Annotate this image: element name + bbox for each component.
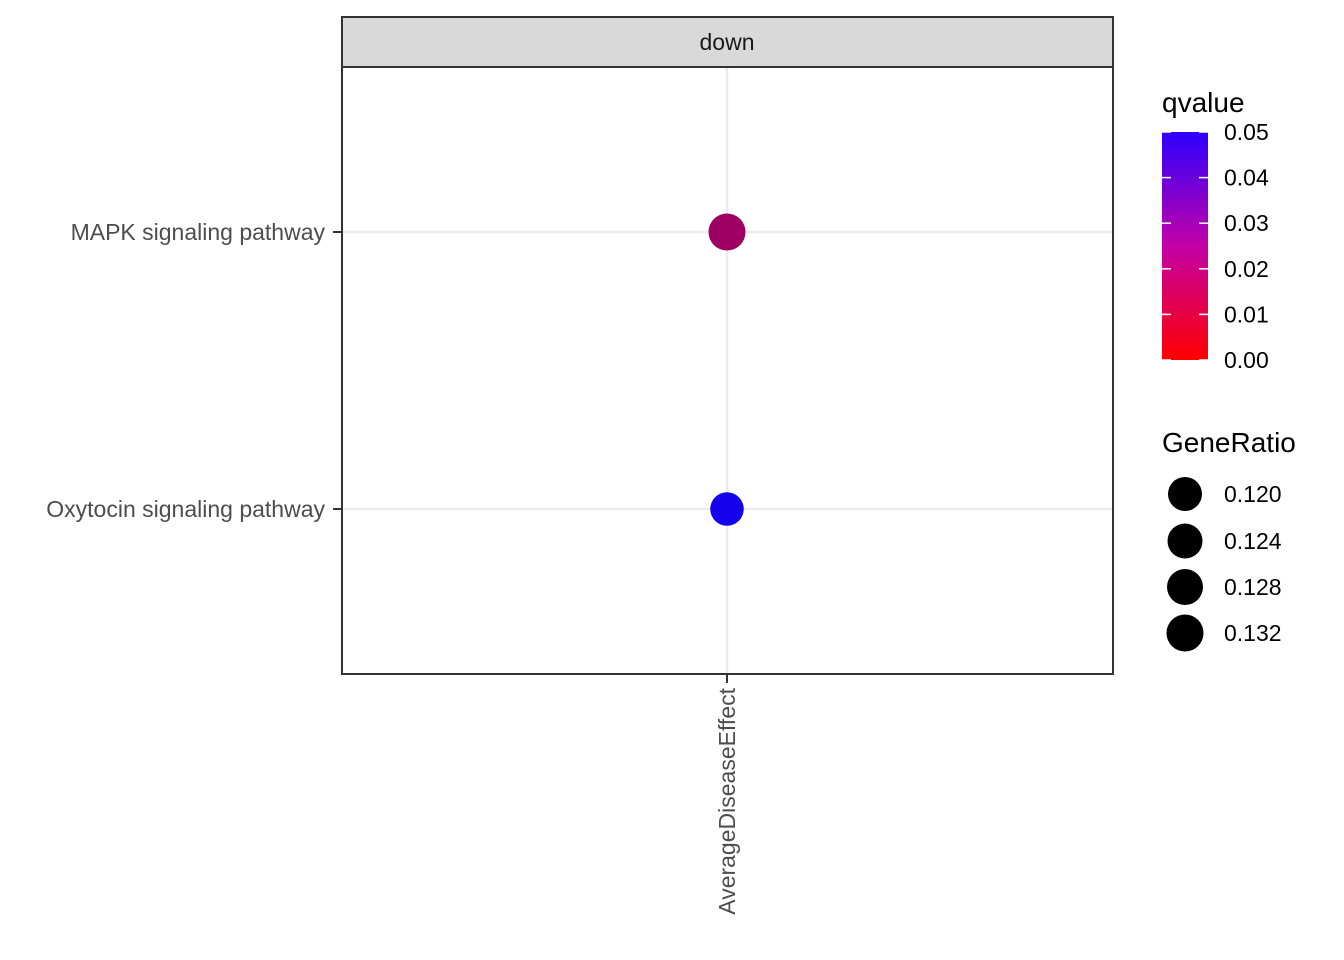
color-legend-label: 0.04 — [1224, 165, 1269, 191]
size-legend-key — [1167, 569, 1203, 605]
color-legend-label: 0.03 — [1224, 210, 1269, 236]
size-legend-title: GeneRatio — [1162, 427, 1296, 458]
y-axis: MAPK signaling pathway Oxytocin signaling… — [46, 219, 342, 522]
size-legend-label: 0.120 — [1224, 481, 1282, 507]
color-legend-bar — [1162, 132, 1208, 360]
size-legend-key — [1167, 523, 1203, 559]
color-legend: qvalue 0.05 0.04 0.03 0.02 0.01 0.00 — [1162, 87, 1269, 373]
color-legend-label: 0.01 — [1224, 301, 1269, 327]
y-tick-label: MAPK signaling pathway — [71, 219, 326, 245]
facet-strip: down — [341, 16, 1114, 68]
size-legend-label: 0.124 — [1224, 528, 1282, 554]
facet-strip-label: down — [700, 29, 755, 55]
data-points — [708, 213, 746, 526]
color-legend-label: 0.05 — [1224, 119, 1269, 145]
x-tick-label: AverageDiseaseEffect — [714, 687, 740, 914]
size-legend-key — [1166, 614, 1204, 652]
color-legend-ticks: 0.05 0.04 0.03 0.02 0.01 0.00 — [1162, 119, 1269, 373]
color-legend-label: 0.02 — [1224, 256, 1269, 282]
color-legend-label: 0.00 — [1224, 347, 1269, 373]
y-tick-label: Oxytocin signaling pathway — [46, 496, 325, 522]
data-point — [708, 213, 746, 251]
x-axis: AverageDiseaseEffect — [714, 674, 740, 915]
color-legend-title: qvalue — [1162, 87, 1245, 118]
size-legend-label: 0.132 — [1224, 620, 1282, 646]
size-legend-label: 0.128 — [1224, 574, 1282, 600]
size-legend-key — [1168, 477, 1202, 511]
facet-strip-background — [341, 16, 1114, 68]
size-legend-keys: 0.120 0.124 0.128 0.132 — [1166, 477, 1282, 652]
data-point — [710, 492, 744, 526]
size-legend: GeneRatio 0.120 0.124 0.128 0.132 — [1162, 427, 1296, 652]
